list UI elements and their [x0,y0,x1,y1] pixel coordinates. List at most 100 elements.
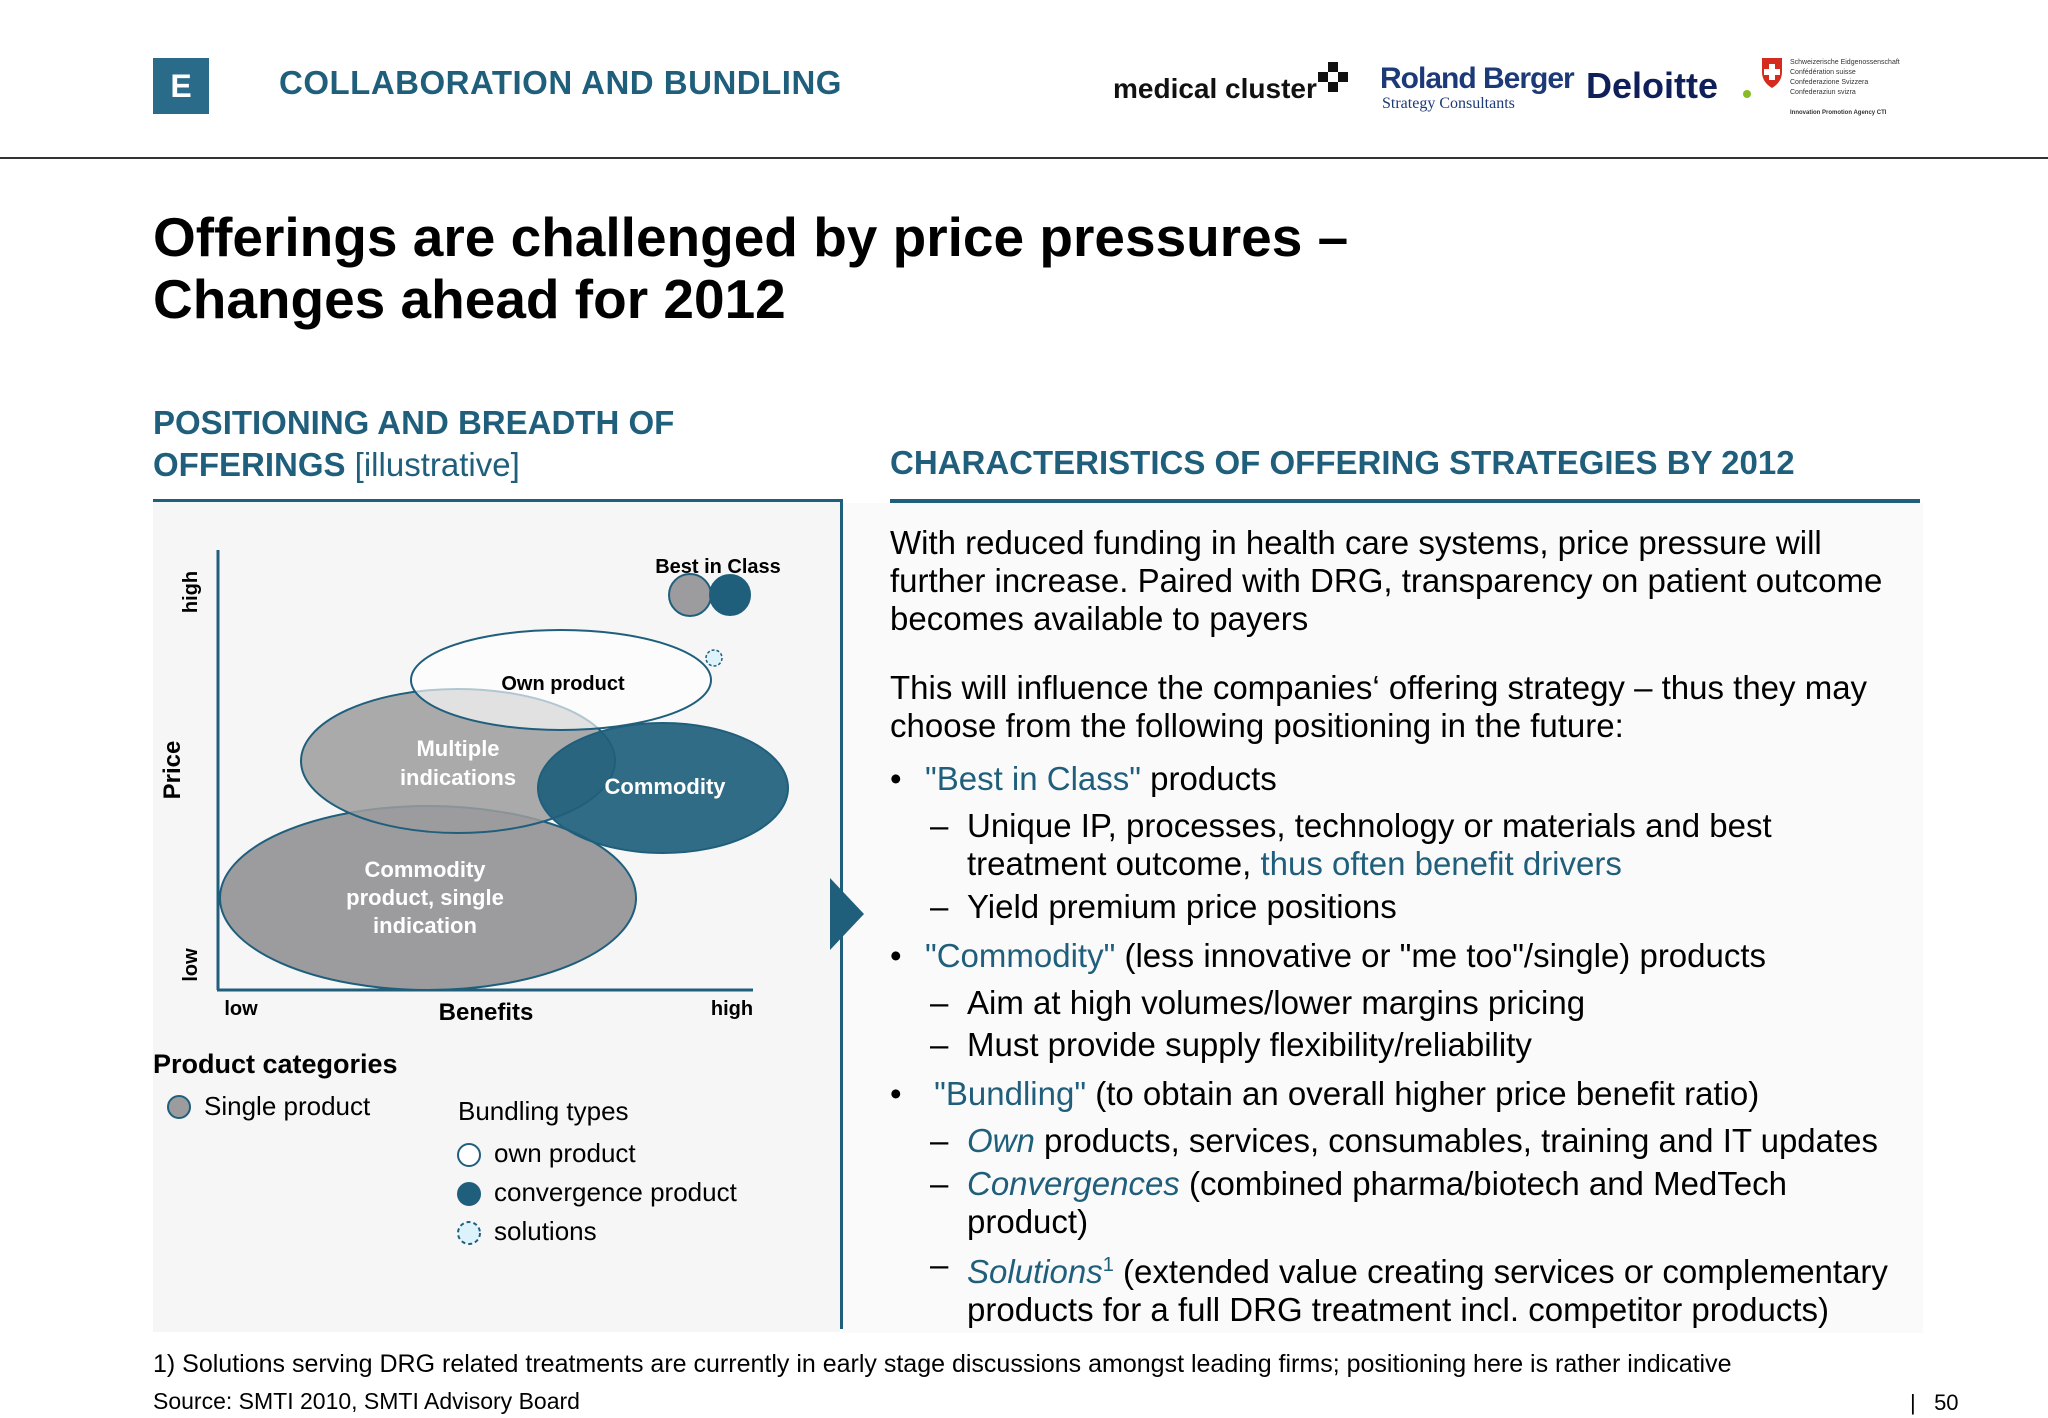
medical-cluster-logo: medical cluster [1113,73,1317,104]
page-number: | 50 [1910,1390,1959,1416]
intro-p1-line-1: With reduced funding in health care syst… [890,524,1822,561]
swiss-cross-icon [1762,58,1782,88]
best-in-class-dark [709,574,751,616]
left-section-heading: POSITIONING AND BREADTH OF OFFERINGS [il… [153,402,674,486]
legend-solutions: solutions [494,1216,597,1246]
deloitte-dot-icon [1743,90,1751,98]
sub-convergences-term: Convergences [967,1165,1180,1202]
intro-p2-line-2: choose from the following positioning in… [890,707,1624,744]
intro-paragraph-2: This will influence the companies‘ offer… [890,669,1930,745]
x-high-label: high [711,998,753,1020]
deloitte-logo: Deloitte [1586,65,1718,106]
right-heading-rule [890,499,1920,503]
partner-logos: medical cluster Roland Berger Strategy C… [1113,58,1900,116]
footnote: 1) Solutions serving DRG related treatme… [153,1350,1732,1378]
y-high-label: high [180,571,202,613]
legend-bundling-title: Bundling types [458,1096,629,1126]
bullet-dot: • [890,937,902,974]
page-number-value: 50 [1934,1390,1959,1415]
sub-solutions-line-2: products for a full DRG treatment incl. … [967,1291,1829,1328]
title-line-1: Offerings are challenged by price pressu… [153,206,1349,268]
sub-solutions-text: (extended value creating services or com… [1113,1253,1888,1290]
bullet-best-in-class-term: "Best in Class" [925,760,1141,797]
left-heading-rule [153,499,843,502]
bullet-dot: • [890,1075,902,1112]
sub-dash: – [930,1026,949,1063]
right-panel-background [843,503,1923,1333]
positioning-diagram: Price high low low Benefits high Commodi… [159,550,789,1026]
sub-dash: – [930,888,949,925]
sub-dash: – [930,807,949,844]
sub-high-volumes-text: Aim at high volumes/lower margins pricin… [967,984,1586,1021]
left-heading-line-2: OFFERINGS [illustrative] [153,444,674,486]
right-section-heading: CHARACTERISTICS OF OFFERING STRATEGIES B… [890,444,1795,481]
bullet-dot: • [890,760,902,797]
bullet-best-in-class-text: products [1141,760,1277,797]
bubble-multiple-l2: indications [400,765,516,790]
sub-dash: – [930,1165,949,1202]
swiss-line-1: Schweizerische Eidgenossenschaft [1790,59,1900,66]
header-divider [0,157,2048,159]
bubble-commodity [537,722,789,854]
sub-unique-ip-line-2b: thus often benefit drivers [1260,845,1622,882]
sub-unique-ip-line-2a: treatment outcome, [967,845,1261,882]
bubble-commodity-single-l2: product, single [346,885,504,910]
bullet-commodity-text: (less innovative or "me too"/single) pro… [1115,937,1767,974]
bubble-commodity-single-l3: indication [373,913,477,938]
legend-own-product-icon [457,1143,481,1167]
roland-berger-subtitle: Strategy Consultants [1382,95,1515,112]
bubble-commodity-label: Commodity [605,774,727,799]
bubble-own-product-label: Own product [501,673,625,695]
sub-premium-price-text: Yield premium price positions [967,888,1397,925]
bubble-own-product [410,629,712,731]
y-axis-label: Price [159,741,186,800]
intro-p1-line-3: becomes available to payers [890,600,1309,637]
sub-dash: – [930,1122,949,1159]
swiss-line-3: Confederazione Svizzera [1790,79,1868,86]
best-in-class-solutions [705,649,723,667]
sub-convergences-text: (combined pharma/biotech and MedTech [1179,1165,1787,1202]
roland-berger-logo: Roland Berger [1380,62,1575,95]
page-separator: | [1910,1390,1916,1415]
sub-own-text: products, services, consumables, trainin… [1034,1122,1879,1159]
sub-supply-flexibility-text: Must provide supply flexibility/reliabil… [967,1026,1532,1063]
x-axis-label: Benefits [439,999,534,1026]
best-in-class-label: Best in Class [655,556,781,578]
swiss-line-2: Confédération suisse [1790,69,1856,76]
page-title: Offerings are challenged by price pressu… [153,206,1348,330]
sub-own-term: Own [967,1122,1035,1159]
sub-solutions-footnote-mark: 1 [1102,1254,1114,1276]
sub-unique-ip-line-1: Unique IP, processes, technology or mate… [967,807,1772,844]
swiss-line-4: Confederaziun svizra [1790,89,1856,96]
left-heading-line-1: POSITIONING AND BREADTH OF [153,404,675,441]
legend-convergence-icon [457,1182,481,1206]
legend-convergence-product: convergence product [494,1177,737,1207]
best-in-class-grey [668,573,712,617]
intro-p2-line-1: This will influence the companies‘ offer… [890,669,1868,706]
intro-paragraph-1: With reduced funding in health care syst… [890,524,1930,638]
x-low-label: low [224,998,258,1020]
legend-solutions-icon [457,1221,481,1245]
legend-single-product: Single product [204,1091,371,1121]
medical-cluster-mark-icon [1318,62,1348,92]
bubble-multiple-l1: Multiple [416,736,499,761]
bullet-commodity-term: "Commodity" [925,937,1116,974]
section-badge: E [153,58,209,114]
bullet-bundling-text: (to obtain an overall higher price benef… [1086,1075,1760,1112]
legend-single-product-icon [167,1095,191,1119]
y-low-label: low [180,948,202,982]
sub-convergences-line-2: product) [967,1203,1089,1240]
left-heading-bold: OFFERINGS [153,446,346,483]
section-title: COLLABORATION AND BUNDLING [279,64,842,101]
legend-own-product: own product [494,1138,636,1168]
swiss-line-5: Innovation Promotion Agency CTI [1790,110,1887,116]
title-line-2: Changes ahead for 2012 [153,268,786,330]
bullet-bundling-term: "Bundling" [925,1075,1087,1112]
legend-title: Product categories [153,1049,398,1079]
arrow-right-icon [830,878,864,950]
bubble-commodity-single-l1: Commodity [365,857,487,882]
left-heading-note: [illustrative] [345,446,520,483]
intro-p1-line-2: further increase. Paired with DRG, trans… [890,562,1883,599]
source-line: Source: SMTI 2010, SMTI Advisory Board [153,1388,580,1414]
sub-dash: – [930,1246,949,1283]
